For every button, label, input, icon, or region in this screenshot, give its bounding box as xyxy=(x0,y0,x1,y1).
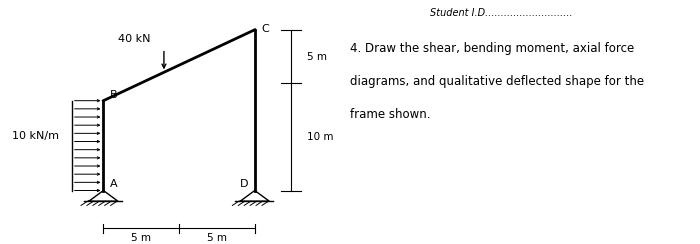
Text: Student I.D............................: Student I.D............................ xyxy=(430,9,573,19)
Text: 5 m: 5 m xyxy=(131,233,151,243)
Text: 4. Draw the shear, bending moment, axial force: 4. Draw the shear, bending moment, axial… xyxy=(350,41,634,55)
Text: C: C xyxy=(261,24,269,34)
Text: D: D xyxy=(239,179,248,189)
Text: 5 m: 5 m xyxy=(307,51,328,61)
Text: frame shown.: frame shown. xyxy=(350,108,430,121)
Text: 10 m: 10 m xyxy=(307,132,334,142)
Text: 40 kN: 40 kN xyxy=(118,34,150,44)
Text: A: A xyxy=(110,179,118,189)
Text: B: B xyxy=(110,90,118,100)
Text: diagrams, and qualitative deflected shape for the: diagrams, and qualitative deflected shap… xyxy=(350,75,644,88)
Text: 10 kN/m: 10 kN/m xyxy=(12,131,59,141)
Text: 5 m: 5 m xyxy=(207,233,227,243)
